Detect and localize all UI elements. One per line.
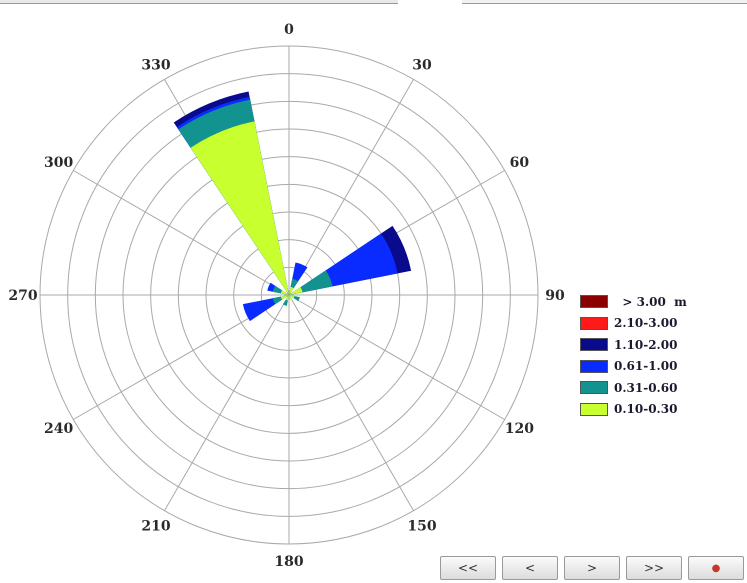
legend-swatch <box>580 381 608 395</box>
legend-label: 0.61-1.00 <box>614 359 678 374</box>
direction-label-330: 330 <box>141 58 170 74</box>
direction-label-30: 30 <box>412 58 432 74</box>
previous-page-button[interactable]: < <box>502 556 558 580</box>
grid-spoke <box>73 170 290 296</box>
legend-item: > 3.00 m <box>580 292 687 311</box>
legend-swatch <box>580 402 608 416</box>
petal-157.5-0.10-0.30 <box>289 295 293 301</box>
petal-292.5-0.10-0.30 <box>280 290 289 295</box>
legend-swatch <box>580 295 608 308</box>
next-page-button[interactable]: > <box>564 556 620 580</box>
top-toolbar-strip <box>0 0 747 6</box>
legend-label: 2.10-3.00 <box>614 316 678 331</box>
direction-label-300: 300 <box>44 155 73 171</box>
petal-247.5-0.10-0.30 <box>280 295 289 300</box>
grid-spoke <box>288 294 505 420</box>
grid-spoke <box>288 294 414 511</box>
navigation-bar: << < > >> ● <box>440 556 747 580</box>
direction-label-180: 180 <box>274 554 303 570</box>
grid-spoke <box>164 294 290 511</box>
direction-label-120: 120 <box>505 421 534 437</box>
last-page-button[interactable]: >> <box>626 556 682 580</box>
petal-22.5-0.10-0.30 <box>289 286 294 295</box>
legend-item: 0.10-0.30 <box>580 400 687 419</box>
legend-item: 0.31-0.60 <box>580 378 687 397</box>
direction-label-90: 90 <box>545 288 565 304</box>
legend-label: 0.10-0.30 <box>614 402 678 417</box>
legend-swatch <box>580 338 608 352</box>
legend-swatch <box>580 316 608 330</box>
first-page-button[interactable]: << <box>440 556 496 580</box>
direction-label-240: 240 <box>44 421 73 437</box>
petal-202.5-0.10-0.30 <box>285 295 289 301</box>
petal-67.5-0.10-0.30 <box>289 287 303 295</box>
legend-item: 1.10-2.00 <box>580 335 687 354</box>
wind-rose-petals <box>173 91 412 322</box>
direction-label-270: 270 <box>8 288 37 304</box>
direction-labels: 0 30 60 90 120 150 180 210 240 270 300 330 <box>8 22 565 570</box>
legend-item: 2.10-3.00 <box>580 314 687 333</box>
direction-label-150: 150 <box>407 518 436 534</box>
grid-spoke <box>288 79 414 296</box>
direction-label-60: 60 <box>510 155 530 171</box>
toolbar-field-left <box>0 0 398 4</box>
speed-legend: > 3.00 m 2.10-3.00 1.10-2.00 0.61-1.00 0.31-… <box>580 292 687 422</box>
petal-112.5-0.10-0.30 <box>289 295 295 299</box>
direction-label-210: 210 <box>141 518 170 534</box>
toolbar-field-right <box>462 0 747 4</box>
legend-label: > 3.00 m <box>614 294 687 309</box>
direction-label-0: 0 <box>284 22 294 38</box>
legend-label: 0.31-0.60 <box>614 380 678 395</box>
legend-item: 0.61-1.00 <box>580 357 687 376</box>
legend-label: 1.10-2.00 <box>614 337 678 352</box>
stop-button[interactable]: ● <box>688 556 744 580</box>
petal-337.5-0.10-0.30 <box>190 121 289 295</box>
legend-swatch <box>580 359 608 373</box>
